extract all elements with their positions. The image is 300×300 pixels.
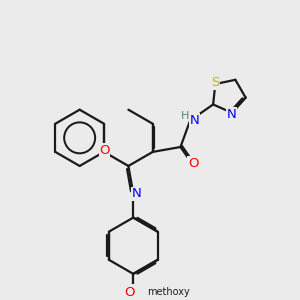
Text: methoxy: methoxy <box>147 287 190 297</box>
Text: O: O <box>188 157 198 169</box>
Text: O: O <box>99 144 110 157</box>
Text: H: H <box>181 110 189 121</box>
Text: N: N <box>189 114 199 127</box>
Text: N: N <box>132 187 142 200</box>
Text: N: N <box>227 108 237 121</box>
Text: O: O <box>125 286 135 299</box>
Text: S: S <box>211 76 220 89</box>
